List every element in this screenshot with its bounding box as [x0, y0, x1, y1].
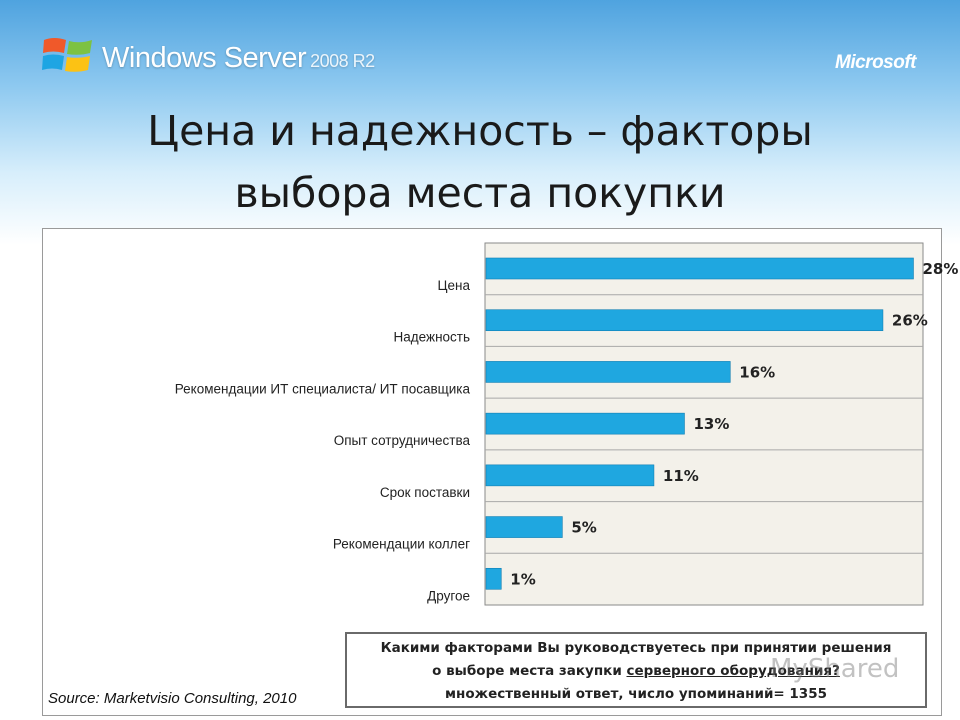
bar-4	[485, 412, 685, 435]
survey-question: Какими факторами Вы руководствуетесь при…	[345, 632, 927, 708]
category-label-3: Рекомендации ИТ специалиста/ ИТ посавщик…	[175, 381, 471, 396]
bar-6	[485, 516, 563, 538]
question-line-2-underlined: серверного оборудования?	[626, 663, 840, 679]
question-line-1: Какими факторами Вы руководствуетесь при…	[380, 640, 892, 656]
bar-7	[485, 567, 502, 590]
question-line-2: о выборе места закупки серверного оборуд…	[347, 660, 925, 683]
microsoft-logo: Microsoft	[835, 52, 917, 73]
category-label-7: Другое	[427, 588, 470, 603]
brand-title: Windows Server 2008 R2	[102, 42, 375, 75]
category-label-1: Цена	[438, 278, 471, 293]
question-line-3: множественный ответ, число упоминаний= 1…	[445, 686, 827, 702]
question-line-2-prefix: о выборе места закупки	[432, 663, 627, 679]
value-label-7: 1%	[510, 570, 535, 588]
bar-3	[485, 361, 731, 383]
value-label-2: 26%	[892, 312, 928, 330]
bar-1	[485, 257, 914, 280]
value-label-5: 11%	[663, 467, 699, 485]
category-label-6: Рекомендации коллег	[333, 537, 470, 552]
source-note: Source: Marketvisio Consulting, 2010	[48, 690, 297, 707]
value-label-4: 13%	[693, 415, 729, 433]
windows-logo-icon	[42, 38, 92, 72]
value-label-6: 5%	[571, 519, 596, 537]
category-label-5: Срок поставки	[380, 485, 470, 500]
brand-version: 2008 R2	[310, 51, 375, 71]
brand-name: Windows Server	[102, 42, 307, 74]
header: Windows Server 2008 R2 Microsoft	[0, 0, 960, 95]
bar-2	[485, 309, 884, 332]
category-label-2: Надежность	[394, 330, 470, 345]
slide-title: Цена и надежность – факторы выбора места…	[100, 100, 860, 224]
value-label-3: 16%	[739, 363, 775, 381]
watermark: MyShared	[770, 654, 900, 684]
value-label-1: 28%	[922, 260, 958, 278]
bar-5	[485, 464, 655, 487]
category-label-4: Опыт сотрудничества	[334, 433, 471, 448]
title-line-2: выбора места покупки	[234, 169, 726, 217]
title-line-1: Цена и надежность – факторы	[147, 107, 813, 155]
